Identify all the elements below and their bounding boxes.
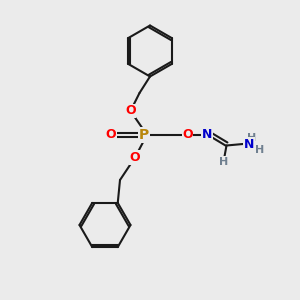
Text: N: N	[202, 128, 212, 142]
Text: O: O	[125, 104, 136, 118]
Text: N: N	[244, 137, 254, 151]
Text: O: O	[106, 128, 116, 142]
Text: H: H	[219, 157, 228, 167]
Text: O: O	[130, 151, 140, 164]
Text: H: H	[248, 133, 256, 143]
Text: P: P	[139, 128, 149, 142]
Text: H: H	[255, 145, 264, 155]
Text: O: O	[182, 128, 193, 142]
